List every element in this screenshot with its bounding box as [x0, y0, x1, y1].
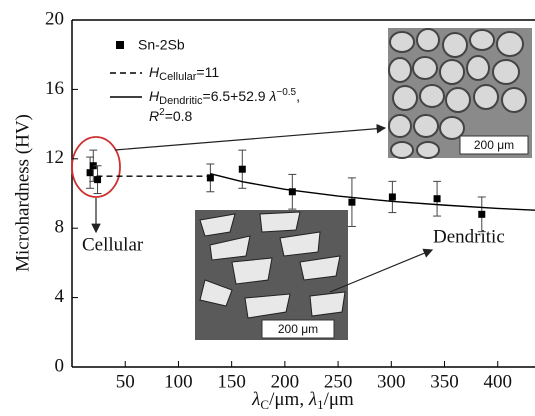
y-tick-label: 0 — [55, 355, 65, 376]
y-tick-label: 12 — [45, 147, 64, 168]
text-part: C — [260, 397, 269, 412]
x-axis-label: λC/μm, λ1/μm — [251, 389, 354, 412]
x-tick-label: 150 — [217, 371, 246, 392]
point — [87, 169, 94, 176]
x-tick-label: 50 — [116, 371, 135, 392]
point — [348, 199, 355, 206]
text-part: λ — [251, 389, 260, 410]
legend-marker — [116, 41, 124, 49]
text-part: Dendritic — [159, 95, 203, 107]
point — [389, 193, 396, 200]
text-part: =11 — [196, 64, 219, 80]
y-axis-label: Microhardness (HV) — [12, 114, 33, 272]
text-part: λ — [308, 389, 317, 410]
y-tick-label: 16 — [45, 78, 64, 99]
arrow — [115, 128, 385, 150]
point — [239, 166, 246, 173]
text-part: Cellular — [159, 71, 197, 83]
text-part: −0.5 — [276, 87, 296, 98]
legend-label: HCellular=11 — [149, 64, 219, 83]
annotation: Dendritic — [433, 226, 505, 247]
text-part: =6.5+52.9 — [203, 88, 270, 104]
chart: 200 μm 200 μm Cellular Dendritic Microha… — [0, 0, 535, 416]
scale-label: 200 μm — [474, 138, 514, 152]
legend-label: R2=0.8 — [149, 107, 193, 124]
scale-label: 200 μm — [278, 322, 318, 336]
legend-label: Sn-2Sb — [138, 37, 185, 53]
x-tick-label: 400 — [483, 371, 512, 392]
text-part: /μm — [324, 389, 354, 410]
point — [434, 195, 441, 202]
x-tick-label: 100 — [164, 371, 193, 392]
text-part: λ — [268, 88, 276, 104]
point — [94, 176, 101, 183]
text-part: =0.8 — [165, 108, 193, 124]
x-tick-label: 350 — [430, 371, 459, 392]
point — [478, 211, 485, 218]
line — [210, 174, 535, 210]
y-tick-label: 8 — [55, 217, 65, 238]
legend-label: HDendritic=6.5+52.9 λ−0.5, — [149, 87, 300, 107]
text-part: R — [149, 108, 159, 124]
x-tick-label: 300 — [377, 371, 406, 392]
text-part: , — [296, 88, 300, 104]
y-tick-label: 20 — [45, 8, 64, 29]
y-tick-label: 4 — [55, 286, 65, 307]
point — [207, 174, 214, 181]
text-part: /μm, — [269, 389, 309, 410]
annotation: Cellular — [82, 234, 144, 255]
micrograph-bottom — [195, 210, 348, 340]
